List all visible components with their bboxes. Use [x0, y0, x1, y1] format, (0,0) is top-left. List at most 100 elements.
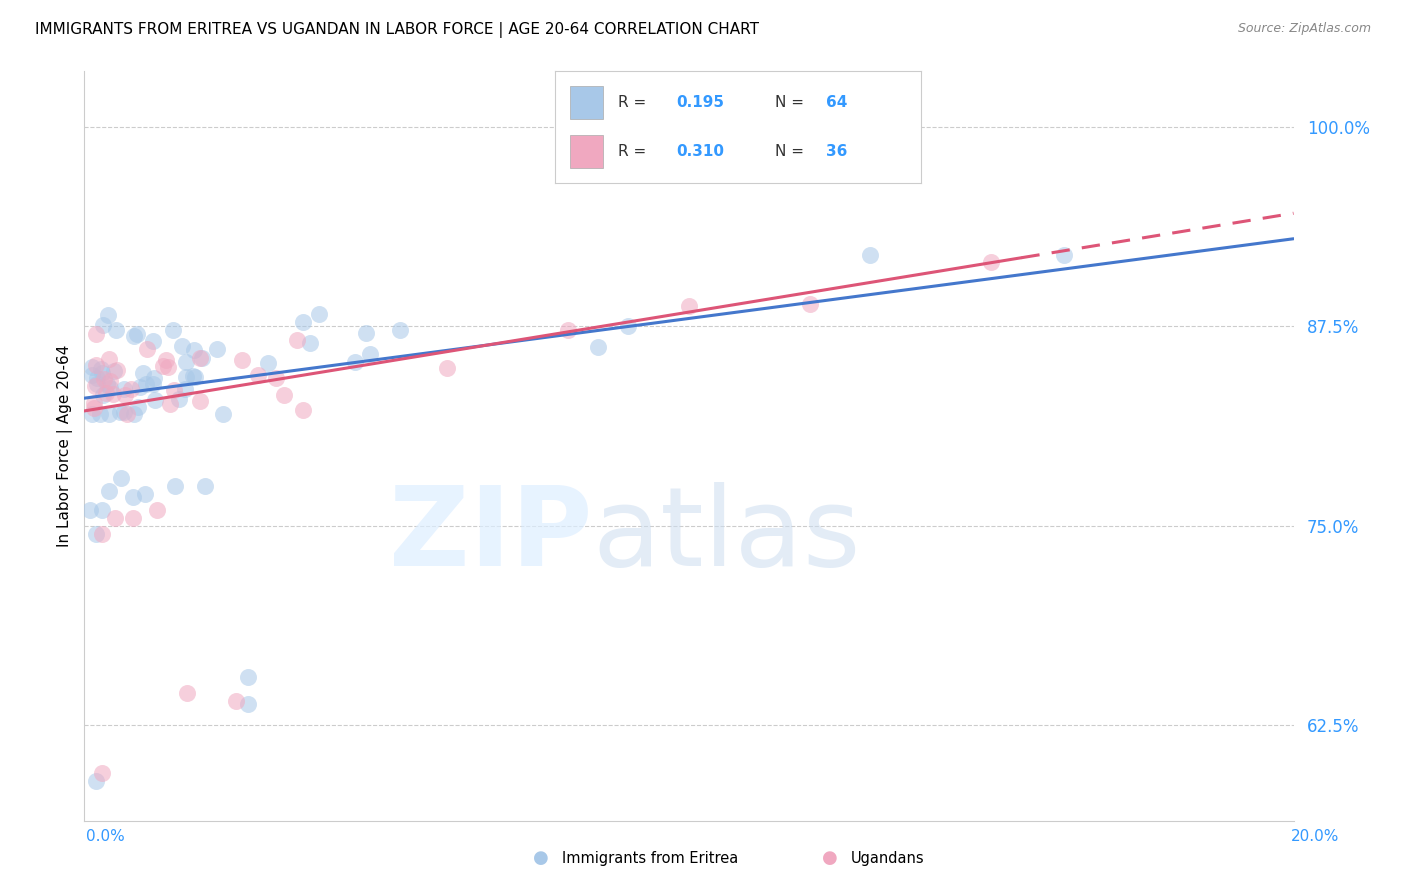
Point	[103, 364, 125, 378]
Point	[120, 382, 142, 396]
Text: IMMIGRANTS FROM ERITREA VS UGANDAN IN LABOR FORCE | AGE 20-64 CORRELATION CHART: IMMIGRANTS FROM ERITREA VS UGANDAN IN LA…	[35, 22, 759, 38]
Point	[104, 323, 127, 337]
Text: 36: 36	[825, 145, 848, 159]
Point	[86, 526, 108, 541]
Point	[176, 686, 198, 700]
Point	[236, 698, 259, 712]
Point	[115, 407, 138, 421]
Point	[285, 334, 308, 348]
Point	[155, 352, 177, 367]
Point	[980, 255, 1002, 269]
Point	[93, 388, 115, 402]
Point	[343, 355, 366, 369]
Point	[121, 510, 143, 524]
Point	[143, 370, 166, 384]
Point	[359, 347, 381, 361]
Point	[110, 471, 132, 485]
Point	[112, 405, 135, 419]
Point	[308, 307, 330, 321]
Point	[84, 326, 107, 341]
Point	[97, 483, 120, 498]
Text: Source: ZipAtlas.com: Source: ZipAtlas.com	[1237, 22, 1371, 36]
Point	[84, 359, 107, 373]
Point	[122, 407, 145, 421]
Point	[82, 407, 104, 421]
Point	[79, 502, 101, 516]
Point	[264, 371, 287, 385]
Point	[132, 366, 155, 380]
Text: 20.0%: 20.0%	[1291, 830, 1339, 844]
Point	[799, 297, 821, 311]
Point	[142, 376, 165, 391]
Point	[207, 343, 229, 357]
Point	[105, 363, 128, 377]
Point	[436, 361, 458, 376]
Point	[134, 487, 156, 501]
Text: ●: ●	[821, 849, 838, 867]
Point	[162, 323, 184, 337]
Point	[86, 773, 108, 788]
Point	[299, 335, 322, 350]
Point	[247, 368, 270, 383]
Point	[859, 248, 882, 262]
Point	[91, 765, 114, 780]
Point	[1053, 248, 1076, 262]
Point	[89, 407, 111, 421]
Point	[174, 355, 197, 369]
Point	[135, 342, 157, 356]
Point	[354, 326, 377, 341]
Point	[93, 372, 115, 386]
Point	[125, 326, 148, 341]
Point	[96, 376, 118, 391]
Point	[165, 479, 187, 493]
Point	[167, 392, 190, 406]
Text: R =: R =	[617, 95, 651, 110]
Point	[588, 340, 610, 354]
Point	[191, 351, 214, 365]
Point	[617, 319, 640, 334]
Point	[211, 407, 233, 421]
Point	[82, 368, 104, 382]
Text: ZIP: ZIP	[389, 483, 592, 590]
Point	[135, 376, 157, 391]
Point	[190, 351, 212, 365]
Text: 0.195: 0.195	[676, 95, 724, 110]
Point	[100, 374, 122, 388]
Point	[162, 383, 184, 397]
FancyBboxPatch shape	[569, 135, 603, 169]
Text: atlas: atlas	[592, 483, 860, 590]
Point	[91, 502, 114, 516]
Point	[83, 401, 105, 416]
Point	[188, 393, 211, 408]
Point	[91, 526, 114, 541]
Point	[90, 362, 112, 376]
Text: 64: 64	[825, 95, 848, 110]
Text: N =: N =	[775, 95, 808, 110]
Text: N =: N =	[775, 145, 808, 159]
Y-axis label: In Labor Force | Age 20-64: In Labor Force | Age 20-64	[58, 345, 73, 547]
Point	[678, 299, 700, 313]
Point	[236, 670, 259, 684]
Point	[80, 359, 103, 374]
Point	[124, 328, 146, 343]
Point	[146, 502, 169, 516]
Point	[231, 353, 253, 368]
Point	[174, 370, 197, 384]
Point	[184, 369, 207, 384]
Point	[97, 308, 120, 322]
Point	[291, 402, 314, 417]
Point	[291, 315, 314, 329]
Point	[388, 322, 411, 336]
Point	[91, 318, 114, 333]
Point	[273, 388, 295, 402]
Point	[152, 359, 174, 373]
Point	[86, 371, 108, 385]
Point	[127, 400, 149, 414]
Point	[91, 366, 114, 380]
Point	[170, 339, 193, 353]
Text: R =: R =	[617, 145, 651, 159]
Point	[194, 479, 217, 493]
Text: Ugandans: Ugandans	[851, 851, 924, 865]
Point	[129, 380, 152, 394]
Point	[257, 356, 280, 370]
